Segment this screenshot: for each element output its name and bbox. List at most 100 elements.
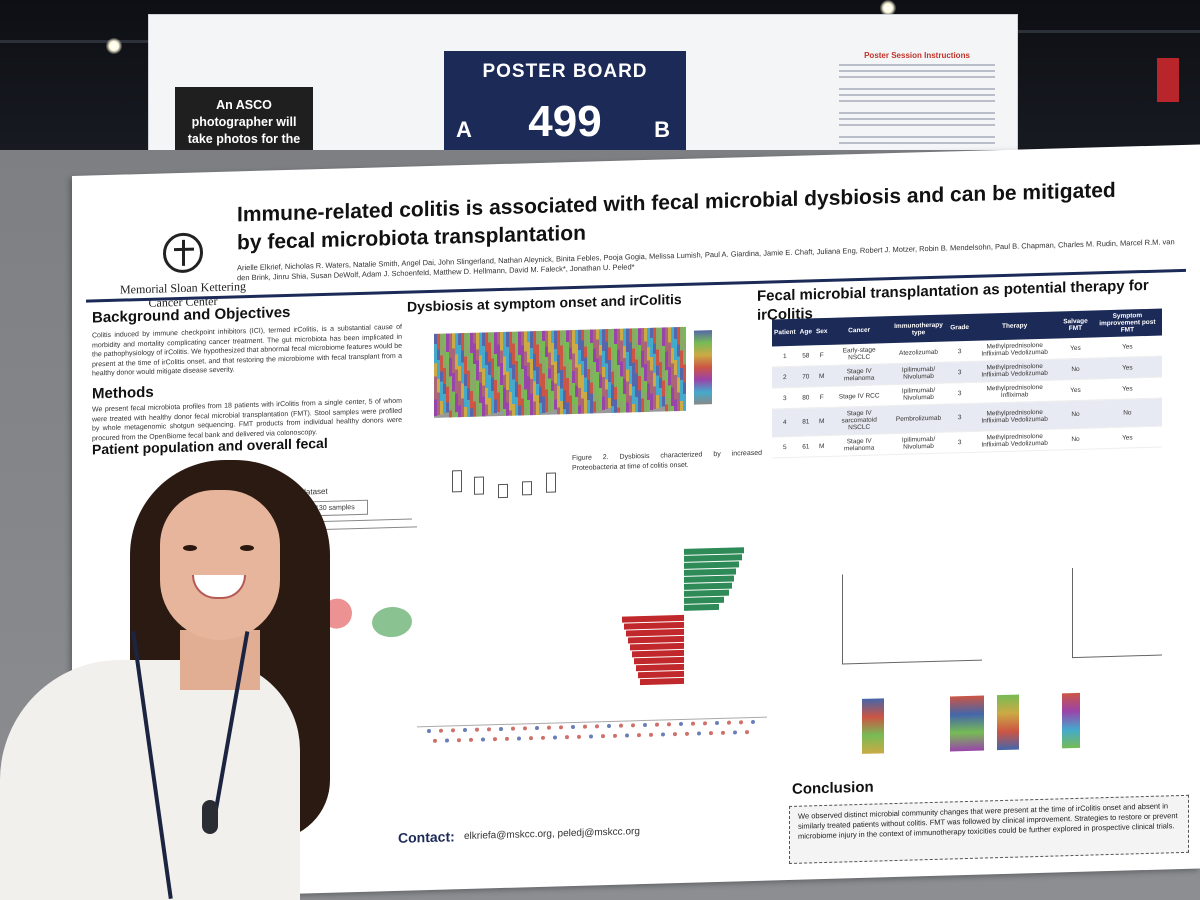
maaslin-dot — [469, 737, 473, 742]
maaslin-dot — [643, 722, 647, 728]
table-header: Cancer — [829, 316, 889, 345]
maaslin-dot — [547, 725, 551, 730]
table-header: Symptom improvement post FMT — [1092, 308, 1162, 338]
maaslin-dot — [499, 726, 503, 732]
maaslin-dot — [427, 728, 431, 734]
maaslin-dot — [577, 734, 581, 739]
table-cell: Yes — [1058, 337, 1093, 359]
maaslin-dot — [541, 735, 545, 740]
table-cell: Atezolizumab — [888, 341, 949, 364]
table-cell: No — [1058, 357, 1093, 380]
background-text: Colitis induced by immune checkpoint inh… — [92, 323, 402, 378]
maaslin-dot — [613, 733, 617, 738]
instructions-title: Poster Session Instructions — [864, 51, 970, 60]
maaslin-dot — [697, 731, 701, 736]
abundance-bar — [950, 695, 984, 752]
table-header: Immunotherapy type — [888, 314, 949, 344]
table-cell: Yes — [1092, 335, 1162, 358]
msk-logo-icon — [163, 232, 203, 274]
instructions-panel: Poster Session Instructions — [833, 51, 1001, 181]
maaslin-dot — [583, 724, 587, 729]
conclusion-heading: Conclusion — [792, 778, 874, 798]
table-cell: Methylprednisolone Infliximab Vedolizuma… — [971, 358, 1059, 383]
badge-clip — [202, 800, 218, 834]
table-cell: No — [1058, 399, 1093, 429]
abundance-column — [683, 326, 686, 411]
maaslin-dot — [745, 730, 749, 735]
table-cell: 3 — [772, 387, 798, 409]
maaslin-dot — [535, 725, 539, 731]
abundance-bar — [1062, 692, 1080, 749]
maaslin-dot — [649, 732, 653, 737]
maaslin-dot — [559, 725, 563, 730]
relative-abundance-chart — [434, 326, 686, 418]
maaslin-dot — [487, 727, 491, 732]
maaslin-dot — [493, 737, 497, 742]
maaslin-dot — [595, 724, 599, 729]
table-cell: 81 — [797, 407, 814, 437]
table-cell: Stage IV sarcomatoid NSCLC — [829, 405, 889, 436]
boxplot — [452, 470, 462, 493]
presenter-person — [0, 460, 350, 900]
boxplot — [546, 472, 556, 493]
maaslin-dot — [505, 736, 509, 741]
table-cell: 80 — [797, 386, 814, 409]
presenter-eye — [240, 545, 254, 551]
taxa-legend — [694, 330, 712, 405]
board-label: POSTER BOARD — [482, 61, 648, 82]
table-cell: Yes — [1092, 377, 1162, 400]
maaslin-dot — [619, 723, 623, 728]
lefse-bar-green — [684, 596, 724, 604]
figure2-caption: Figure 2. Dysbiosis characterized by inc… — [572, 449, 762, 472]
table-cell: Ipilimumab/ Nivolumab — [888, 362, 949, 385]
maaslin-dot — [463, 727, 467, 733]
maaslin-dot — [565, 735, 569, 740]
contact-label: Contact: — [398, 828, 455, 846]
table-cell: Pembrolizumab — [888, 404, 949, 434]
table-cell: 2 — [772, 366, 798, 388]
maaslin-dot — [625, 733, 629, 738]
maaslin-dot — [601, 734, 605, 739]
table-cell: 1 — [772, 345, 798, 367]
maaslin-dot — [655, 722, 659, 727]
maaslin-dot — [709, 731, 713, 736]
table-header: Salvage FMT — [1058, 310, 1093, 339]
table-cell: Methylprednisolone Infliximab — [971, 379, 1059, 404]
maaslin-dot — [451, 728, 455, 733]
table-header: Sex — [813, 317, 830, 346]
maaslin-dot — [517, 736, 521, 741]
table-header: Patient — [772, 318, 798, 347]
table-cell: Ipilimumab/ Nivolumab — [888, 432, 949, 455]
maaslin-dot — [445, 738, 449, 743]
maaslin-dot — [667, 722, 671, 727]
maaslin-dot — [439, 728, 443, 733]
maaslin-dot — [661, 732, 665, 737]
taxumap-plot — [1072, 565, 1162, 659]
maaslin-dot — [481, 737, 485, 742]
presenter-face — [160, 490, 280, 640]
table-cell: F — [813, 386, 830, 408]
lefse-bar-green — [684, 603, 719, 611]
table-cell: Methylprednisolone Infliximab Vedolizuma… — [971, 338, 1059, 362]
maaslin-dot — [703, 721, 707, 726]
table-cell: Stage IV RCC — [829, 384, 889, 408]
ceiling-light — [880, 0, 896, 16]
maaslin-dot — [739, 720, 743, 725]
patient-table: Patient Age Sex Cancer Immunotherapy type Gra… — [772, 308, 1162, 459]
lefse-bar-red — [640, 677, 684, 686]
contact-emails: elkriefa@mskcc.org, peledj@mskcc.org — [464, 826, 640, 843]
table-cell: Stage IV melanoma — [829, 363, 889, 387]
table-cell: 5 — [772, 436, 798, 458]
abundance-bar — [997, 694, 1019, 751]
table-cell: M — [813, 407, 830, 436]
table-header: Age — [797, 318, 814, 346]
table-cell: Early-stage NSCLC — [829, 343, 889, 366]
table-cell: Methylprednisolone Infliximab Vedolizuma… — [971, 400, 1059, 432]
maaslin-dot — [727, 720, 731, 725]
table-cell: 3 — [948, 340, 972, 363]
table-cell: Yes — [1092, 356, 1162, 379]
table-cell: Yes — [1058, 378, 1093, 401]
table-cell: 3 — [948, 361, 972, 384]
table-cell: 4 — [772, 408, 798, 437]
maaslin-dot — [511, 726, 515, 731]
